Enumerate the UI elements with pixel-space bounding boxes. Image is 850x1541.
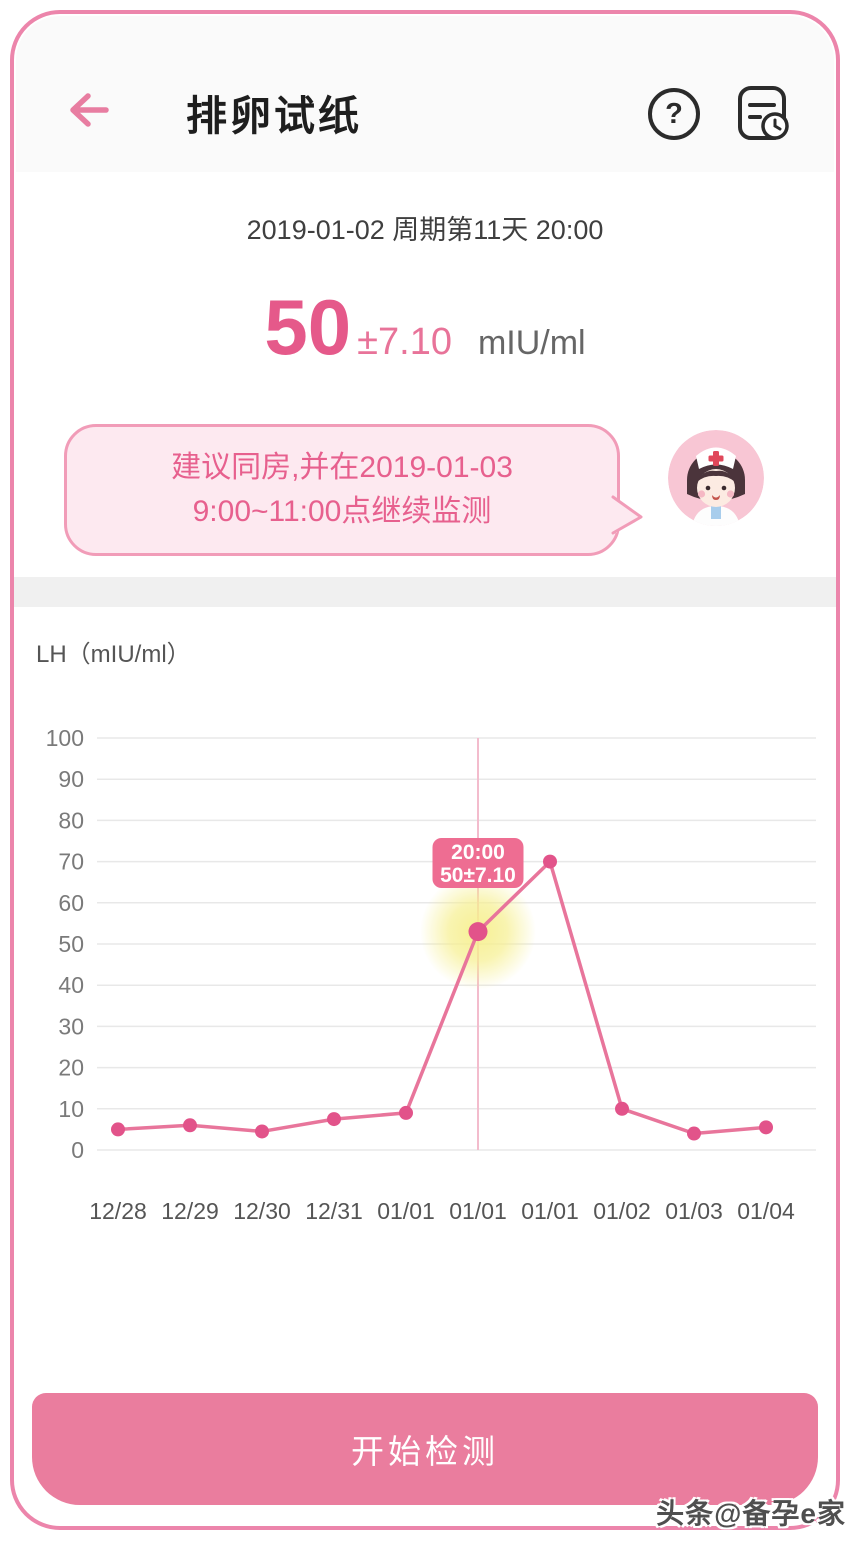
tooltip (432, 838, 524, 888)
record-clock-icon (738, 86, 789, 140)
x-tick-label: 12/28 (89, 1198, 147, 1224)
svg-text:20: 20 (58, 1055, 84, 1081)
x-tick-label: 12/29 (161, 1198, 219, 1224)
records-button[interactable] (734, 84, 792, 142)
svg-text:40: 40 (58, 972, 84, 998)
data-point[interactable] (687, 1126, 701, 1141)
tooltip-time: 20:00 (451, 841, 505, 864)
lh-series-line (117, 859, 767, 1136)
reading-datetime: 2019-01-02 周期第11天 20:00 (246, 215, 604, 245)
data-point[interactable] (111, 1122, 125, 1137)
lh-unit: mIU/ml (477, 324, 586, 362)
svg-text:10: 10 (58, 1096, 84, 1122)
svg-text:80: 80 (58, 807, 84, 833)
data-point[interactable] (327, 1112, 341, 1127)
advice-line-1: 建议同房,并在2019-01-03 (171, 451, 513, 484)
x-tick-label: 01/01 (521, 1198, 579, 1224)
x-tick-label: 12/30 (233, 1198, 291, 1224)
back-button[interactable] (60, 86, 116, 134)
x-tick-label: 01/04 (737, 1198, 795, 1224)
x-tick-label: 12/31 (305, 1198, 363, 1224)
start-test-button[interactable]: 开始检测 (32, 1393, 818, 1505)
watermark: 头条@备孕e家 (656, 1498, 846, 1529)
svg-text:70: 70 (58, 849, 84, 875)
x-tick-label: 01/01 (449, 1198, 507, 1224)
help-button[interactable]: ? (648, 88, 700, 140)
advice-bubble: 建议同房,并在2019-01-03 9:00~11:00点继续监测 (64, 424, 620, 556)
x-tick-label: 01/03 (665, 1198, 723, 1224)
data-point[interactable] (543, 854, 557, 869)
advice-line-2: 9:00~11:00点继续监测 (192, 495, 492, 528)
data-point[interactable] (468, 922, 488, 942)
page-title: 排卵试纸 (186, 93, 362, 139)
back-arrow-icon (70, 93, 109, 127)
data-point[interactable] (399, 1105, 413, 1120)
chart-axis-title: LH（mIU/ml） (36, 641, 191, 668)
svg-text:60: 60 (58, 890, 84, 916)
svg-text:0: 0 (71, 1137, 84, 1163)
reading-row: 50 ±7.10 mIU/ml (0, 282, 850, 373)
nurse-avatar (668, 430, 764, 526)
advice-bubble-tail (610, 495, 643, 535)
tooltip-value: 50±7.10 (440, 864, 516, 887)
header-bar (16, 16, 834, 172)
section-divider (14, 577, 836, 607)
data-point[interactable] (615, 1101, 629, 1116)
data-point[interactable] (255, 1124, 269, 1139)
data-point[interactable] (759, 1120, 773, 1135)
svg-text:90: 90 (58, 766, 84, 792)
lh-value: 50 (264, 283, 352, 371)
question-icon: ? (665, 97, 683, 130)
nurse-avatar-icon (668, 430, 764, 526)
svg-text:50: 50 (58, 931, 84, 957)
data-point[interactable] (183, 1118, 197, 1133)
lh-deviation: ±7.10 (357, 321, 452, 363)
x-tick-label: 01/01 (377, 1198, 435, 1224)
app-frame (10, 10, 840, 1530)
svg-text:30: 30 (58, 1013, 84, 1039)
x-tick-label: 01/02 (593, 1198, 651, 1224)
svg-text:100: 100 (46, 725, 84, 751)
